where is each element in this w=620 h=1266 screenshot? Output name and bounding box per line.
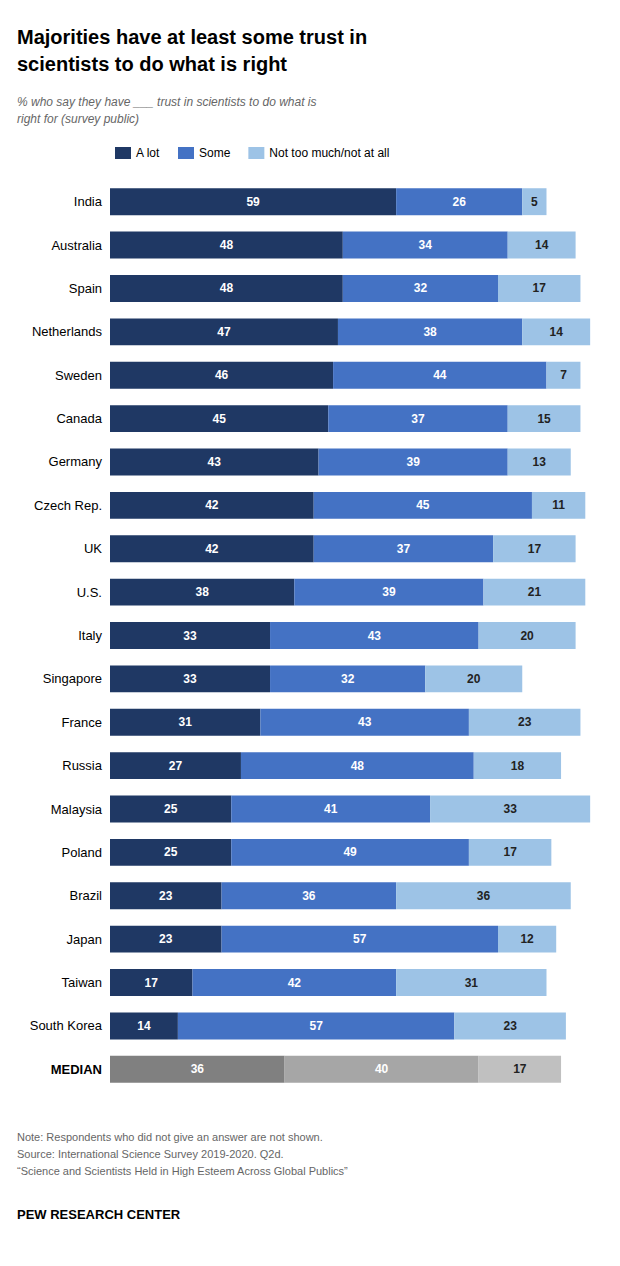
svg-text:13: 13 (533, 455, 547, 469)
svg-text:A lot: A lot (136, 146, 160, 160)
svg-text:Netherlands: Netherlands (32, 324, 103, 339)
svg-text:41: 41 (324, 802, 338, 816)
svg-text:48: 48 (220, 238, 234, 252)
svg-text:57: 57 (353, 932, 367, 946)
svg-text:17: 17 (513, 1062, 527, 1076)
svg-text:42: 42 (205, 542, 219, 556)
svg-text:38: 38 (423, 325, 437, 339)
svg-text:37: 37 (397, 542, 411, 556)
svg-text:33: 33 (183, 629, 197, 643)
svg-text:Not too much/not at all: Not too much/not at all (269, 146, 389, 160)
svg-text:Sweden: Sweden (55, 368, 102, 383)
svg-text:31: 31 (178, 715, 192, 729)
svg-text:5: 5 (531, 195, 538, 209)
svg-text:44: 44 (433, 368, 447, 382)
svg-text:17: 17 (533, 281, 547, 295)
svg-text:39: 39 (406, 455, 420, 469)
svg-text:23: 23 (159, 889, 173, 903)
svg-text:37: 37 (411, 412, 425, 426)
svg-text:48: 48 (351, 759, 365, 773)
svg-text:Australia: Australia (51, 238, 102, 253)
svg-text:Majorities have at least some: Majorities have at least some trust in (17, 26, 367, 48)
svg-text:36: 36 (477, 889, 491, 903)
svg-text:39: 39 (382, 585, 396, 599)
svg-text:Brazil: Brazil (69, 888, 102, 903)
svg-text:43: 43 (358, 715, 372, 729)
svg-text:34: 34 (419, 238, 433, 252)
svg-text:Malaysia: Malaysia (51, 802, 103, 817)
svg-text:18: 18 (511, 759, 525, 773)
svg-text:scientists to do what is right: scientists to do what is right (17, 53, 287, 75)
svg-text:India: India (74, 194, 103, 209)
svg-text:25: 25 (164, 802, 178, 816)
svg-text:South Korea: South Korea (30, 1018, 103, 1033)
svg-text:17: 17 (145, 976, 159, 990)
svg-text:43: 43 (208, 455, 222, 469)
svg-text:7: 7 (560, 368, 567, 382)
svg-text:14: 14 (137, 1019, 151, 1033)
svg-text:49: 49 (343, 845, 357, 859)
svg-text:33: 33 (503, 802, 517, 816)
svg-text:23: 23 (518, 715, 532, 729)
svg-text:Singapore: Singapore (43, 671, 102, 686)
svg-text:42: 42 (288, 976, 302, 990)
svg-text:12: 12 (520, 932, 534, 946)
svg-text:Canada: Canada (56, 411, 102, 426)
svg-text:59: 59 (246, 195, 260, 209)
svg-text:43: 43 (368, 629, 382, 643)
svg-text:PEW RESEARCH CENTER: PEW RESEARCH CENTER (17, 1207, 181, 1222)
svg-text:Japan: Japan (67, 932, 102, 947)
svg-text:Germany: Germany (49, 454, 103, 469)
svg-text:42: 42 (205, 498, 219, 512)
svg-text:25: 25 (164, 845, 178, 859)
svg-text:UK: UK (84, 541, 102, 556)
svg-text:32: 32 (414, 281, 428, 295)
svg-text:France: France (62, 715, 102, 730)
svg-text:27: 27 (169, 759, 183, 773)
svg-text:46: 46 (215, 368, 229, 382)
svg-text:MEDIAN: MEDIAN (51, 1062, 102, 1077)
svg-text:Poland: Poland (62, 845, 102, 860)
svg-text:Italy: Italy (78, 628, 102, 643)
svg-text:36: 36 (302, 889, 316, 903)
svg-text:15: 15 (537, 412, 551, 426)
svg-text:32: 32 (341, 672, 355, 686)
svg-text:23: 23 (159, 932, 173, 946)
svg-text:14: 14 (535, 238, 549, 252)
svg-text:Source: International Science: Source: International Science Survey 201… (17, 1148, 284, 1160)
svg-text:23: 23 (503, 1019, 517, 1033)
svg-text:40: 40 (375, 1062, 389, 1076)
svg-text:% who say they have ___ trust: % who say they have ___ trust in scienti… (17, 95, 316, 109)
svg-text:14: 14 (550, 325, 564, 339)
svg-text:36: 36 (191, 1062, 205, 1076)
svg-text:Some: Some (199, 146, 231, 160)
svg-text:33: 33 (183, 672, 197, 686)
svg-text:Spain: Spain (69, 281, 102, 296)
svg-text:“Science and Scientists Held i: “Science and Scientists Held in High Est… (17, 1165, 348, 1177)
svg-text:45: 45 (212, 412, 226, 426)
svg-text:Russia: Russia (62, 758, 103, 773)
svg-text:Taiwan: Taiwan (62, 975, 102, 990)
svg-text:26: 26 (453, 195, 467, 209)
svg-text:45: 45 (416, 498, 430, 512)
svg-text:57: 57 (309, 1019, 323, 1033)
svg-text:17: 17 (503, 845, 517, 859)
svg-text:47: 47 (217, 325, 231, 339)
svg-text:11: 11 (552, 498, 565, 512)
svg-text:20: 20 (467, 672, 481, 686)
svg-text:20: 20 (520, 629, 534, 643)
svg-text:right for (survey public): right for (survey public) (17, 112, 139, 126)
svg-text:21: 21 (528, 585, 542, 599)
svg-text:Czech Rep.: Czech Rep. (34, 498, 102, 513)
svg-text:17: 17 (528, 542, 542, 556)
svg-text:38: 38 (195, 585, 209, 599)
svg-text:31: 31 (465, 976, 479, 990)
svg-text:U.S.: U.S. (77, 585, 102, 600)
svg-text:Note: Respondents who did not: Note: Respondents who did not give an an… (17, 1131, 323, 1143)
svg-text:48: 48 (220, 281, 234, 295)
